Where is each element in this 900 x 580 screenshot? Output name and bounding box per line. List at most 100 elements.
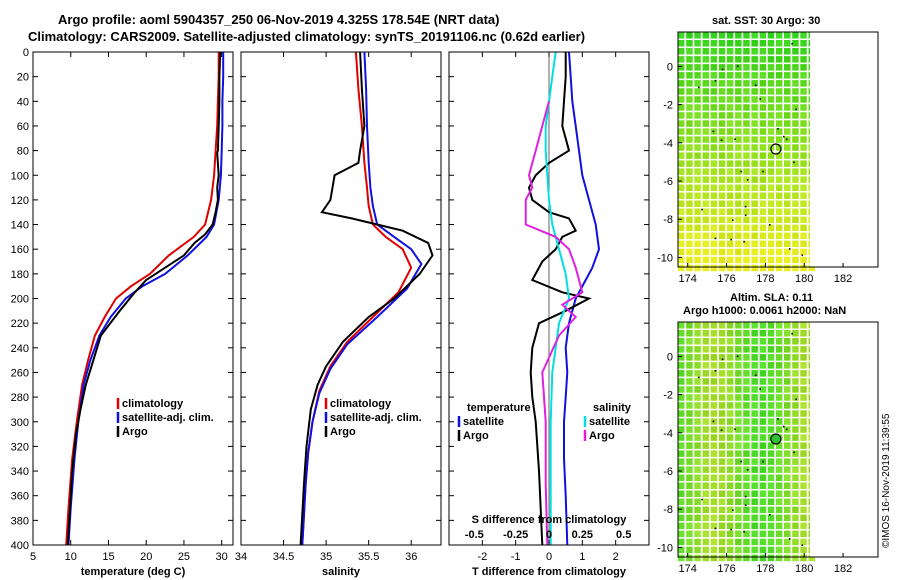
map-cell xyxy=(792,152,799,159)
map-cell xyxy=(702,136,709,143)
map-cell xyxy=(678,522,685,530)
map-cell xyxy=(735,88,742,95)
figure-title-line1: Argo profile: aoml 5904357_250 06-Nov-20… xyxy=(58,12,500,27)
island-dot xyxy=(791,42,793,45)
map-cell xyxy=(678,56,685,63)
map-cell xyxy=(694,112,701,119)
map-cell xyxy=(702,48,709,55)
map-cell xyxy=(702,442,709,449)
island-dot xyxy=(720,429,723,432)
x-tick-label: 178 xyxy=(756,273,774,285)
map-cell xyxy=(702,370,709,377)
x-tick-label: 36 xyxy=(405,551,417,563)
map-cell xyxy=(759,224,767,232)
map-cell xyxy=(686,136,693,143)
map-cell xyxy=(726,322,734,329)
map-cell xyxy=(792,538,799,546)
map-cell xyxy=(694,120,701,127)
map-cell xyxy=(775,96,783,103)
map-cell xyxy=(767,330,775,337)
map-cell xyxy=(678,418,685,425)
map-cell xyxy=(678,338,685,345)
map-cell xyxy=(702,88,709,95)
map-cell xyxy=(751,152,758,159)
map-cell xyxy=(767,530,775,538)
map-cell xyxy=(767,514,775,522)
map-cell xyxy=(767,248,775,256)
map-cell xyxy=(678,176,685,183)
map-cell xyxy=(800,338,807,345)
map-cell xyxy=(792,378,799,385)
map-cell xyxy=(726,346,734,353)
map-cell xyxy=(800,522,807,530)
map-cell xyxy=(784,176,791,183)
map-cell xyxy=(767,208,775,215)
island-dot xyxy=(720,139,723,142)
map-cell xyxy=(694,248,701,256)
map-cell xyxy=(678,104,685,111)
map-cell xyxy=(694,426,701,433)
map-cell xyxy=(694,418,701,425)
map-cell xyxy=(775,338,783,345)
map-cell xyxy=(735,200,742,207)
island-dot xyxy=(730,528,732,531)
map-cell xyxy=(718,240,726,248)
map-cell xyxy=(702,498,709,505)
map-cell xyxy=(735,378,742,385)
map-cell xyxy=(775,354,783,361)
map-cell xyxy=(775,362,783,369)
map-cell xyxy=(767,128,775,135)
y-tick-label: 280 xyxy=(11,392,29,404)
map-cell xyxy=(751,64,758,71)
map-cell xyxy=(735,410,742,417)
map-cell xyxy=(702,96,709,103)
map-cell xyxy=(686,216,693,224)
map-cell xyxy=(784,538,791,546)
map-cell xyxy=(784,264,791,272)
map-cell xyxy=(767,152,775,159)
map-cell xyxy=(694,338,701,345)
map-cell xyxy=(743,474,750,481)
map-cell xyxy=(678,128,685,135)
map-cell xyxy=(751,264,758,272)
map-cell xyxy=(694,522,701,530)
map-cell xyxy=(694,192,701,199)
series-line-satellite-s xyxy=(544,51,571,545)
map-cell xyxy=(800,554,807,562)
map-cell xyxy=(678,80,685,87)
map-cell xyxy=(792,160,799,167)
map-cell xyxy=(784,442,791,449)
map-cell xyxy=(759,434,767,441)
map-cell xyxy=(694,354,701,361)
map-cell xyxy=(686,160,693,167)
map-cell xyxy=(800,378,807,385)
map-cell xyxy=(686,386,693,393)
map-cell xyxy=(767,32,775,39)
map-cell xyxy=(767,184,775,191)
map-cell xyxy=(792,498,799,505)
map-cell xyxy=(735,418,742,425)
map-cell xyxy=(702,474,709,481)
map-cell xyxy=(759,40,767,47)
map-cell xyxy=(694,160,701,167)
map-cell xyxy=(735,176,742,183)
island-dot xyxy=(785,138,788,141)
y-tick-label: 0 xyxy=(23,47,29,59)
map-cell xyxy=(710,96,718,103)
map-cell xyxy=(743,264,750,272)
map-cell xyxy=(694,490,701,497)
map-cell xyxy=(726,192,734,199)
y-tick-label: 100 xyxy=(11,170,29,182)
map-cell xyxy=(767,522,775,530)
map-cell xyxy=(792,168,799,175)
map-cell xyxy=(735,434,742,441)
island-dot xyxy=(744,205,747,208)
map-cell xyxy=(743,386,750,393)
map-cell xyxy=(718,112,726,119)
map-cell xyxy=(743,192,750,199)
map-cell xyxy=(735,538,742,546)
map-cell xyxy=(767,256,775,264)
map-cell xyxy=(792,136,799,143)
map-cell xyxy=(792,522,799,530)
map-cell xyxy=(743,32,750,39)
